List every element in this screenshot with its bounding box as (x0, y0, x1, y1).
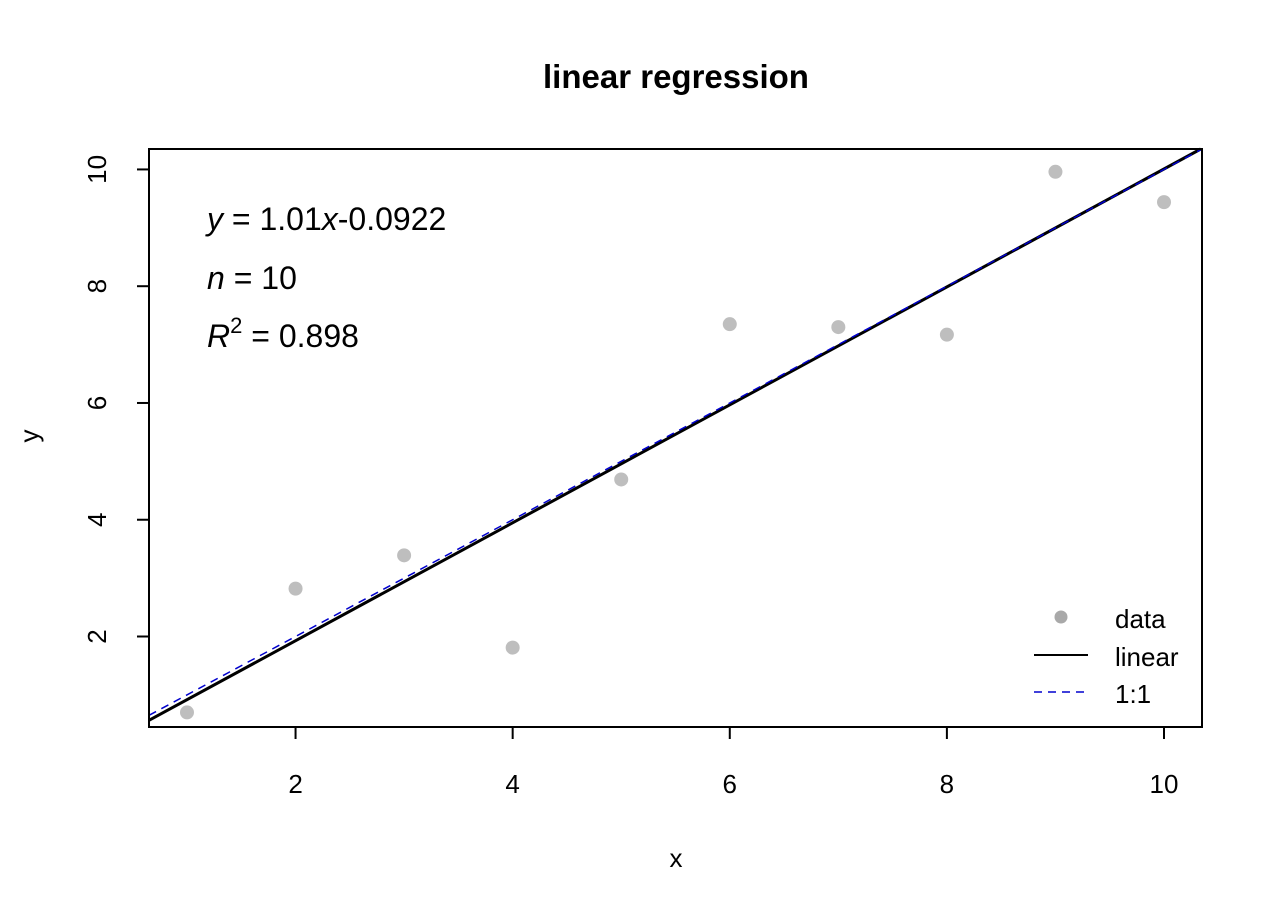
legend-data-symbol (1054, 610, 1068, 624)
data-point (505, 640, 520, 655)
chart-title: linear regression (543, 58, 809, 95)
data-point (939, 327, 954, 342)
data-point (722, 317, 737, 332)
legend-label-linear: linear (1115, 642, 1179, 672)
y-axis-label: y (14, 430, 44, 443)
x-tick-label: 2 (288, 769, 302, 799)
data-point (831, 320, 846, 335)
legend-label-1to1: 1:1 (1115, 679, 1151, 709)
data-point (1048, 164, 1063, 179)
y-tick-label: 8 (82, 279, 112, 293)
data-point (288, 581, 303, 596)
svg-text:n = 10: n = 10 (207, 260, 297, 296)
one-to-one-line (148, 148, 1203, 716)
equation-intercept: -0.0922 (338, 201, 447, 237)
r2-superscript: 2 (230, 313, 242, 338)
equation-y-variable: y (205, 201, 225, 237)
x-tick-label: 4 (505, 769, 519, 799)
svg-text:y = 1.01x-0.0922: y = 1.01x-0.0922 (205, 201, 446, 237)
y-tick-label: 6 (82, 396, 112, 410)
x-tick-label: 10 (1150, 769, 1179, 799)
annotation-r2: R2 = 0.898 (207, 313, 359, 354)
y-tick-label: 4 (82, 513, 112, 527)
data-point (614, 472, 629, 487)
legend: data linear 1:1 (1034, 604, 1179, 709)
svg-text:R2 = 0.898: R2 = 0.898 (207, 313, 359, 354)
r2-value: = 0.898 (242, 318, 359, 354)
legend-label-data: data (1115, 604, 1166, 634)
data-point (179, 705, 194, 720)
x-axis-label: x (670, 843, 683, 873)
x-tick-label: 8 (940, 769, 954, 799)
equation-x-variable: x (320, 201, 339, 237)
y-tick-label: 2 (82, 629, 112, 643)
data-point (397, 548, 412, 563)
annotation-equation: y = 1.01x-0.0922 (205, 201, 446, 237)
data-point (1157, 195, 1172, 210)
n-value: = 10 (225, 260, 297, 296)
x-tick-label: 6 (723, 769, 737, 799)
r2-variable: R (207, 318, 230, 354)
n-variable: n (207, 260, 225, 296)
y-tick-label: 10 (82, 155, 112, 184)
plot-frame (148, 148, 1203, 728)
equation-slope: = 1.01 (223, 201, 322, 237)
annotation-n: n = 10 (207, 260, 297, 296)
